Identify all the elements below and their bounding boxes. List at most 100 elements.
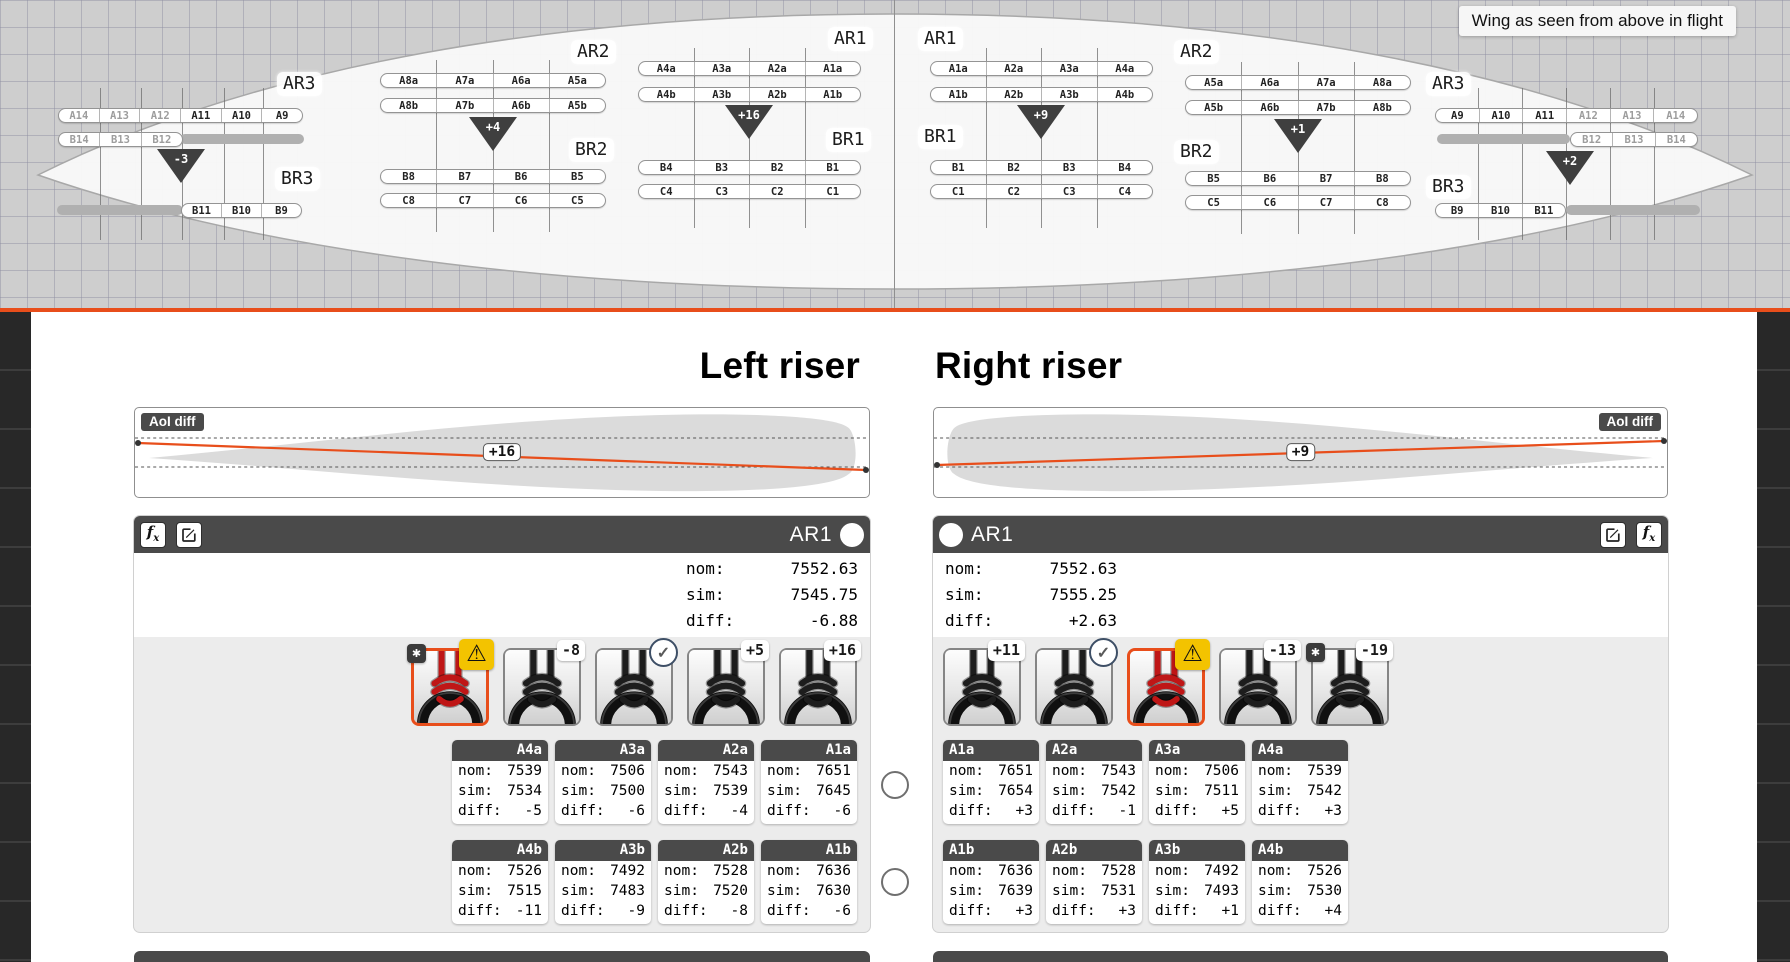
line-label-b4[interactable]: B4	[1096, 161, 1153, 174]
line-label-c4[interactable]: C4	[1096, 185, 1153, 198]
line-label-b1[interactable]: B1	[804, 161, 861, 174]
line-label-b10[interactable]: B10	[221, 204, 261, 217]
line-label-a9[interactable]: A9	[261, 109, 302, 122]
line-label-a9[interactable]: A9	[1451, 109, 1464, 122]
line-label-a4a[interactable]: A4a	[1096, 62, 1153, 75]
line-label-a6b[interactable]: A6b	[1241, 101, 1297, 114]
line-label-b8[interactable]: B8	[1353, 172, 1410, 185]
knot-thumbnail[interactable]: ⚠	[1127, 639, 1210, 726]
line-label-c2[interactable]: C2	[749, 185, 805, 198]
line-label-a2b[interactable]: A2b	[749, 88, 805, 101]
line-label-c5[interactable]: C5	[548, 194, 605, 207]
line-label-b13[interactable]: B13	[99, 133, 140, 146]
line-label-b6[interactable]: B6	[492, 170, 549, 183]
line-label-a6a[interactable]: A6a	[1241, 76, 1297, 89]
line-label-b9[interactable]: B9	[261, 204, 301, 217]
section-radio[interactable]	[840, 522, 864, 547]
line-label-a13[interactable]: A13	[1609, 109, 1654, 122]
line-label-a2a[interactable]: A2a	[985, 62, 1042, 75]
knot-thumbnail[interactable]: +16	[779, 640, 861, 726]
knot-thumbnail[interactable]: ✓	[595, 638, 678, 726]
line-label-a1a[interactable]: A1a	[804, 62, 861, 75]
line-label-b9[interactable]: B9	[1450, 204, 1464, 217]
next-section-header-left[interactable]	[134, 951, 870, 962]
line-label-b8[interactable]: B8	[402, 170, 415, 183]
line-label-b11[interactable]: B11	[192, 204, 211, 217]
line-label-c6[interactable]: C6	[1241, 196, 1297, 209]
line-label-a1b[interactable]: A1b	[804, 88, 861, 101]
line-label-a5b[interactable]: A5b	[548, 99, 605, 112]
line-label-c1[interactable]: C1	[804, 185, 861, 198]
line-label-a13[interactable]: A13	[98, 109, 140, 122]
formula-button[interactable]: fx	[1636, 521, 1662, 548]
line-label-c1[interactable]: C1	[951, 185, 965, 198]
line-label-b5[interactable]: B5	[1207, 172, 1220, 185]
knot-thumbnail[interactable]: +11	[943, 640, 1025, 726]
line-label-a8b[interactable]: A8b	[1353, 101, 1410, 114]
line-label-b11[interactable]: B11	[1521, 204, 1565, 217]
line-label-b14[interactable]: B14	[69, 133, 89, 146]
line-label-a2a[interactable]: A2a	[749, 62, 805, 75]
line-label-b4[interactable]: B4	[659, 161, 673, 174]
line-label-a4a[interactable]: A4a	[656, 62, 676, 75]
line-label-a10[interactable]: A10	[1478, 109, 1523, 122]
line-label-a5a[interactable]: A5a	[548, 74, 605, 87]
line-label-b12[interactable]: B12	[1582, 133, 1602, 146]
line-label-c2[interactable]: C2	[985, 185, 1042, 198]
line-label-a10[interactable]: A10	[220, 109, 262, 122]
line-label-a11[interactable]: A11	[1522, 109, 1566, 122]
line-label-a4b[interactable]: A4b	[1096, 88, 1153, 101]
line-label-b2[interactable]: B2	[749, 161, 805, 174]
line-label-b2[interactable]: B2	[985, 161, 1042, 174]
knot-thumbnail[interactable]: ✱ -19	[1306, 640, 1393, 726]
line-label-a11[interactable]: A11	[180, 109, 221, 122]
line-label-c3[interactable]: C3	[1041, 185, 1097, 198]
line-label-b7[interactable]: B7	[1297, 172, 1354, 185]
line-label-a14[interactable]: A14	[1653, 109, 1697, 122]
line-label-b6[interactable]: B6	[1241, 172, 1297, 185]
line-label-c5[interactable]: C5	[1207, 196, 1220, 209]
line-label-b10[interactable]: B10	[1478, 204, 1521, 217]
next-section-header-right[interactable]	[933, 951, 1668, 962]
edit-button[interactable]	[176, 521, 202, 548]
knot-thumbnail[interactable]: ✓	[1035, 638, 1118, 726]
row-a-radio[interactable]	[881, 771, 909, 799]
line-label-a3a[interactable]: A3a	[693, 62, 750, 75]
line-label-a8a[interactable]: A8a	[1353, 76, 1410, 89]
line-label-b12[interactable]: B12	[140, 133, 182, 146]
formula-button[interactable]: fx	[140, 521, 166, 548]
line-label-a14[interactable]: A14	[69, 109, 89, 122]
line-label-b3[interactable]: B3	[1041, 161, 1097, 174]
line-label-c8[interactable]: C8	[1353, 196, 1410, 209]
line-label-b3[interactable]: B3	[693, 161, 750, 174]
line-label-a8a[interactable]: A8a	[399, 74, 419, 87]
section-radio[interactable]	[939, 522, 963, 547]
line-label-a5b[interactable]: A5b	[1204, 101, 1224, 114]
line-label-c6[interactable]: C6	[492, 194, 549, 207]
line-label-a7a[interactable]: A7a	[436, 74, 492, 87]
knot-thumbnail[interactable]: ✱ ⚠	[407, 639, 494, 726]
line-label-a5a[interactable]: A5a	[1204, 76, 1224, 89]
line-label-a3b[interactable]: A3b	[1041, 88, 1097, 101]
left-edge-panel[interactable]	[0, 312, 31, 962]
knot-thumbnail[interactable]: +5	[687, 640, 769, 726]
line-label-a12[interactable]: A12	[1566, 109, 1610, 122]
line-label-c8[interactable]: C8	[402, 194, 415, 207]
line-label-a6b[interactable]: A6b	[492, 99, 549, 112]
line-label-a1a[interactable]: A1a	[948, 62, 968, 75]
line-label-b14[interactable]: B14	[1654, 133, 1697, 146]
line-label-a7b[interactable]: A7b	[1297, 101, 1354, 114]
line-label-b13[interactable]: B13	[1612, 133, 1654, 146]
line-label-a7a[interactable]: A7a	[1297, 76, 1354, 89]
line-label-b5[interactable]: B5	[548, 170, 605, 183]
line-label-c7[interactable]: C7	[436, 194, 492, 207]
line-label-c4[interactable]: C4	[659, 185, 673, 198]
line-label-a12[interactable]: A12	[139, 109, 180, 122]
right-edge-panel[interactable]	[1757, 312, 1790, 962]
edit-button[interactable]	[1600, 521, 1626, 548]
line-label-a8b[interactable]: A8b	[399, 99, 419, 112]
line-label-a1b[interactable]: A1b	[948, 88, 968, 101]
line-label-a7b[interactable]: A7b	[436, 99, 492, 112]
line-label-a3a[interactable]: A3a	[1041, 62, 1097, 75]
line-label-c3[interactable]: C3	[693, 185, 750, 198]
